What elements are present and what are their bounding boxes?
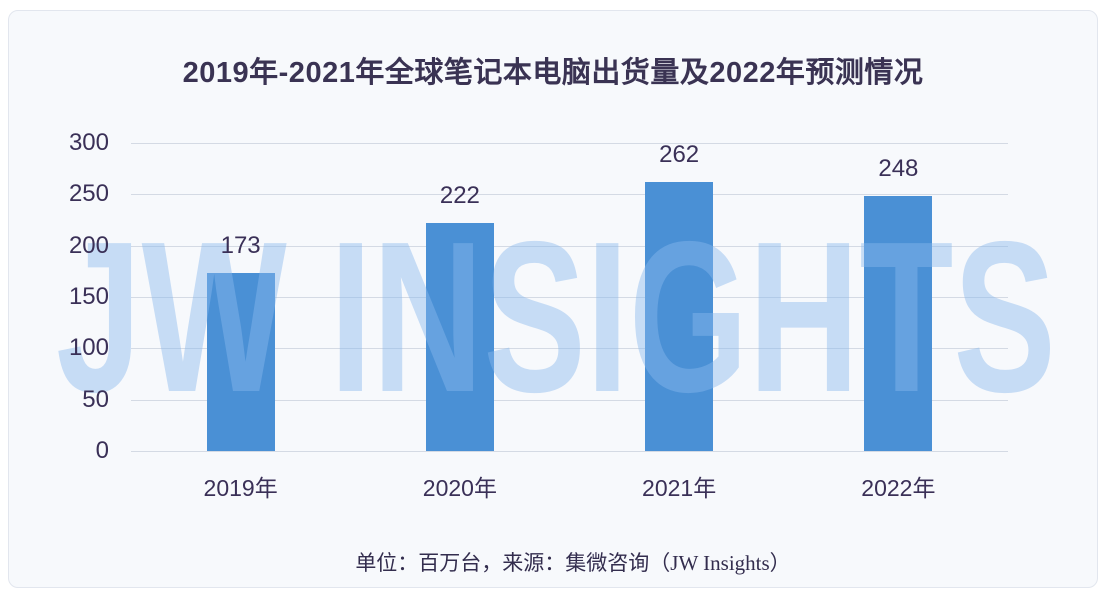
gridline <box>131 399 1008 401</box>
y-tick-label: 0 <box>95 437 109 464</box>
x-tick-label: 2019年 <box>203 475 278 501</box>
y-tick-label: 50 <box>82 385 109 413</box>
x-tick-label: 2020年 <box>422 475 497 501</box>
bar-chart: 0 50 100 150 200 250 300 173 2019年 222 2020年 262 202… <box>9 11 1097 587</box>
x-tick-label: 2022年 <box>861 475 936 501</box>
bar-value-label: 248 <box>878 155 919 183</box>
gridline <box>131 245 1008 247</box>
bar <box>425 223 494 451</box>
y-tick-label: 200 <box>68 231 109 259</box>
chart-title: 2019年-2021年全球笔记本电脑出货量及2022年预测情况 <box>182 57 924 89</box>
source-note: 单位：百万台，来源：集微咨询（JW Insights） <box>355 551 791 575</box>
y-tick-label: 100 <box>68 334 109 362</box>
y-tick-label: 250 <box>68 180 109 208</box>
bar-value-label: 222 <box>439 182 480 210</box>
y-tick-label: 150 <box>68 283 109 310</box>
y-tick-label: 300 <box>68 129 109 156</box>
gridline <box>131 451 1008 452</box>
bar <box>645 182 714 451</box>
gridline <box>131 348 1008 350</box>
x-tick-label: 2021年 <box>642 475 717 501</box>
bar-value-label: 173 <box>220 232 261 260</box>
bar-value-label: 262 <box>659 141 700 168</box>
chart-card: 2019年-2021年全球笔记本电脑出货量及2022年预测情况 0 50 100 15… <box>8 10 1098 588</box>
bar <box>864 196 933 451</box>
gridline <box>131 297 1008 298</box>
bar <box>206 273 275 451</box>
gridline <box>131 194 1008 196</box>
gridline <box>131 143 1008 144</box>
